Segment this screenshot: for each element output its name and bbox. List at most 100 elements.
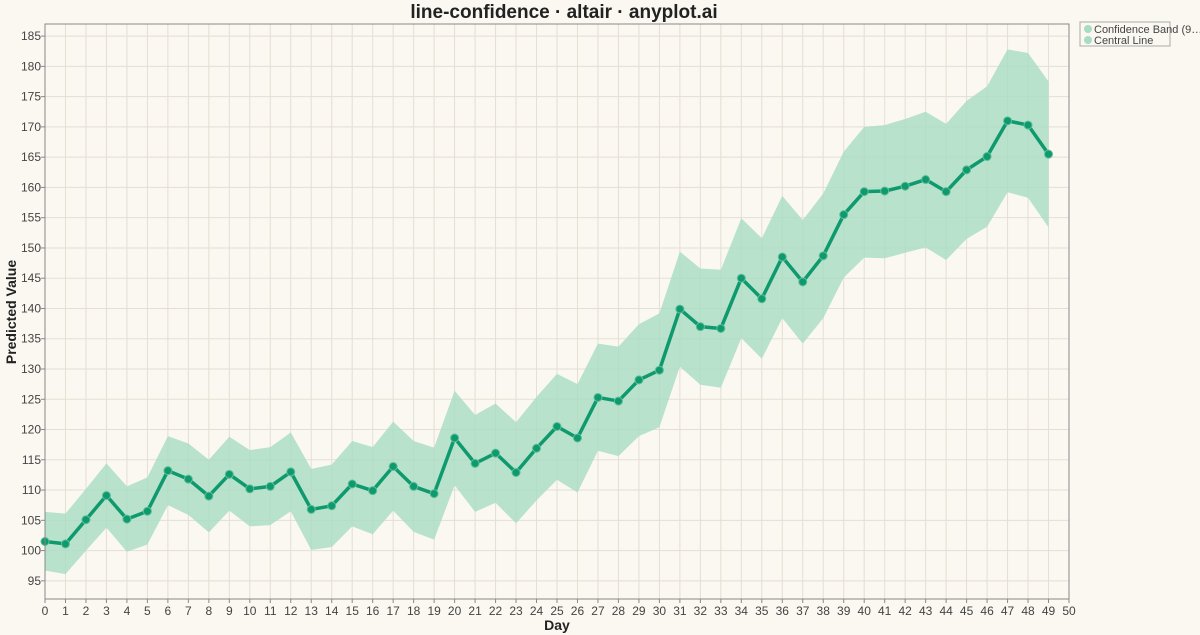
x-tick-label: 37	[796, 604, 810, 618]
x-tick-label: 0	[42, 604, 49, 618]
data-point[interactable]	[470, 458, 480, 468]
data-point[interactable]	[81, 515, 91, 525]
y-tick-label: 145	[21, 271, 41, 285]
data-point[interactable]	[777, 252, 787, 262]
y-tick-label: 120	[21, 423, 41, 437]
y-tick-label: 150	[21, 241, 41, 255]
data-point[interactable]	[409, 481, 419, 491]
x-tick-label: 34	[735, 604, 749, 618]
y-tick-label: 130	[21, 362, 41, 376]
y-tick-label: 115	[22, 453, 41, 467]
y-tick-label: 125	[21, 392, 41, 406]
data-point[interactable]	[142, 506, 152, 516]
data-point[interactable]	[982, 152, 992, 162]
data-point[interactable]	[757, 294, 767, 304]
data-point[interactable]	[880, 186, 890, 196]
x-tick-label: 49	[1042, 604, 1056, 618]
legend-box	[1079, 21, 1171, 47]
y-tick-label: 160	[21, 180, 41, 194]
confidence-band-layer	[45, 49, 1049, 575]
data-point[interactable]	[204, 491, 214, 501]
data-point[interactable]	[1003, 116, 1013, 126]
data-point[interactable]	[613, 396, 623, 406]
data-point[interactable]	[347, 479, 357, 489]
x-tick-label: 1	[62, 604, 69, 618]
x-tick-label: 17	[386, 604, 400, 618]
data-point[interactable]	[634, 375, 644, 385]
x-tick-label: 8	[205, 604, 212, 618]
data-point[interactable]	[429, 489, 439, 499]
x-tick-label: 2	[83, 604, 90, 618]
x-tick-label: 11	[264, 604, 277, 618]
legend: Confidence Band (9… Central Line	[1079, 21, 1200, 47]
data-point[interactable]	[60, 539, 70, 549]
data-point[interactable]	[736, 273, 746, 283]
data-point[interactable]	[695, 322, 705, 332]
y-axis-title: Predicted Value	[3, 260, 19, 364]
data-point[interactable]	[859, 187, 869, 197]
x-tick-label: 19	[427, 604, 441, 618]
x-tick-label: 25	[550, 604, 564, 618]
chart-title: line-confidence · altair · anyplot.ai	[410, 2, 717, 23]
x-tick-label: 14	[325, 604, 339, 618]
data-point[interactable]	[900, 181, 910, 191]
x-tick-label: 20	[448, 604, 462, 618]
data-point[interactable]	[962, 165, 972, 175]
y-tick-label: 170	[21, 120, 41, 134]
data-point[interactable]	[306, 504, 316, 514]
data-point[interactable]	[798, 277, 808, 287]
x-tick-label: 12	[284, 604, 298, 618]
x-tick-label: 39	[837, 604, 851, 618]
y-tick-label: 165	[21, 150, 41, 164]
x-tick-label: 35	[755, 604, 769, 618]
y-tick-label: 100	[21, 544, 41, 558]
x-tick-label: 7	[185, 604, 192, 618]
y-tick-label: 95	[28, 574, 42, 588]
data-point[interactable]	[101, 491, 111, 500]
data-point[interactable]	[286, 467, 296, 477]
data-point[interactable]	[572, 433, 582, 443]
data-point[interactable]	[265, 481, 275, 491]
x-tick-label: 32	[694, 604, 708, 618]
data-point[interactable]	[654, 365, 664, 375]
data-point[interactable]	[224, 469, 234, 479]
x-tick-label: 5	[144, 604, 151, 618]
data-point[interactable]	[675, 304, 685, 314]
x-axis-ticks: 0 1 2 3 4 5 6 7 8 9 10 11 12 13 14 15 16 17 18 19 20 21 22 23 24…	[42, 599, 1076, 618]
data-point[interactable]	[818, 251, 828, 261]
x-tick-label: 44	[939, 604, 953, 618]
data-point[interactable]	[450, 433, 460, 443]
data-point[interactable]	[716, 323, 726, 333]
data-point[interactable]	[921, 175, 931, 185]
data-point[interactable]	[552, 422, 562, 431]
x-tick-label: 43	[919, 604, 933, 618]
legend-swatch-line	[1084, 36, 1092, 44]
data-point[interactable]	[1044, 149, 1054, 159]
data-point[interactable]	[163, 466, 173, 476]
data-point[interactable]	[1023, 120, 1033, 130]
x-tick-label: 46	[980, 604, 994, 618]
data-point[interactable]	[388, 461, 398, 471]
x-tick-label: 45	[960, 604, 974, 618]
x-tick-label: 40	[858, 604, 872, 618]
x-tick-label: 22	[489, 604, 503, 618]
data-point[interactable]	[183, 474, 193, 484]
data-point[interactable]	[368, 486, 378, 496]
legend-label-line: Central Line	[1094, 35, 1153, 47]
data-point[interactable]	[122, 514, 132, 524]
x-tick-label: 38	[817, 604, 831, 618]
data-point[interactable]	[327, 501, 337, 511]
data-point[interactable]	[532, 443, 542, 453]
data-point[interactable]	[491, 448, 501, 458]
data-point[interactable]	[593, 392, 603, 402]
y-tick-label: 105	[21, 513, 41, 527]
confidence-band-area	[45, 49, 1049, 575]
x-tick-label: 4	[124, 604, 131, 618]
data-point[interactable]	[839, 210, 849, 220]
data-point[interactable]	[511, 468, 521, 477]
data-point[interactable]	[941, 187, 951, 197]
x-tick-label: 15	[346, 604, 360, 618]
legend-swatch-band	[1084, 25, 1092, 33]
data-point[interactable]	[245, 484, 255, 494]
x-tick-label: 21	[468, 604, 482, 618]
